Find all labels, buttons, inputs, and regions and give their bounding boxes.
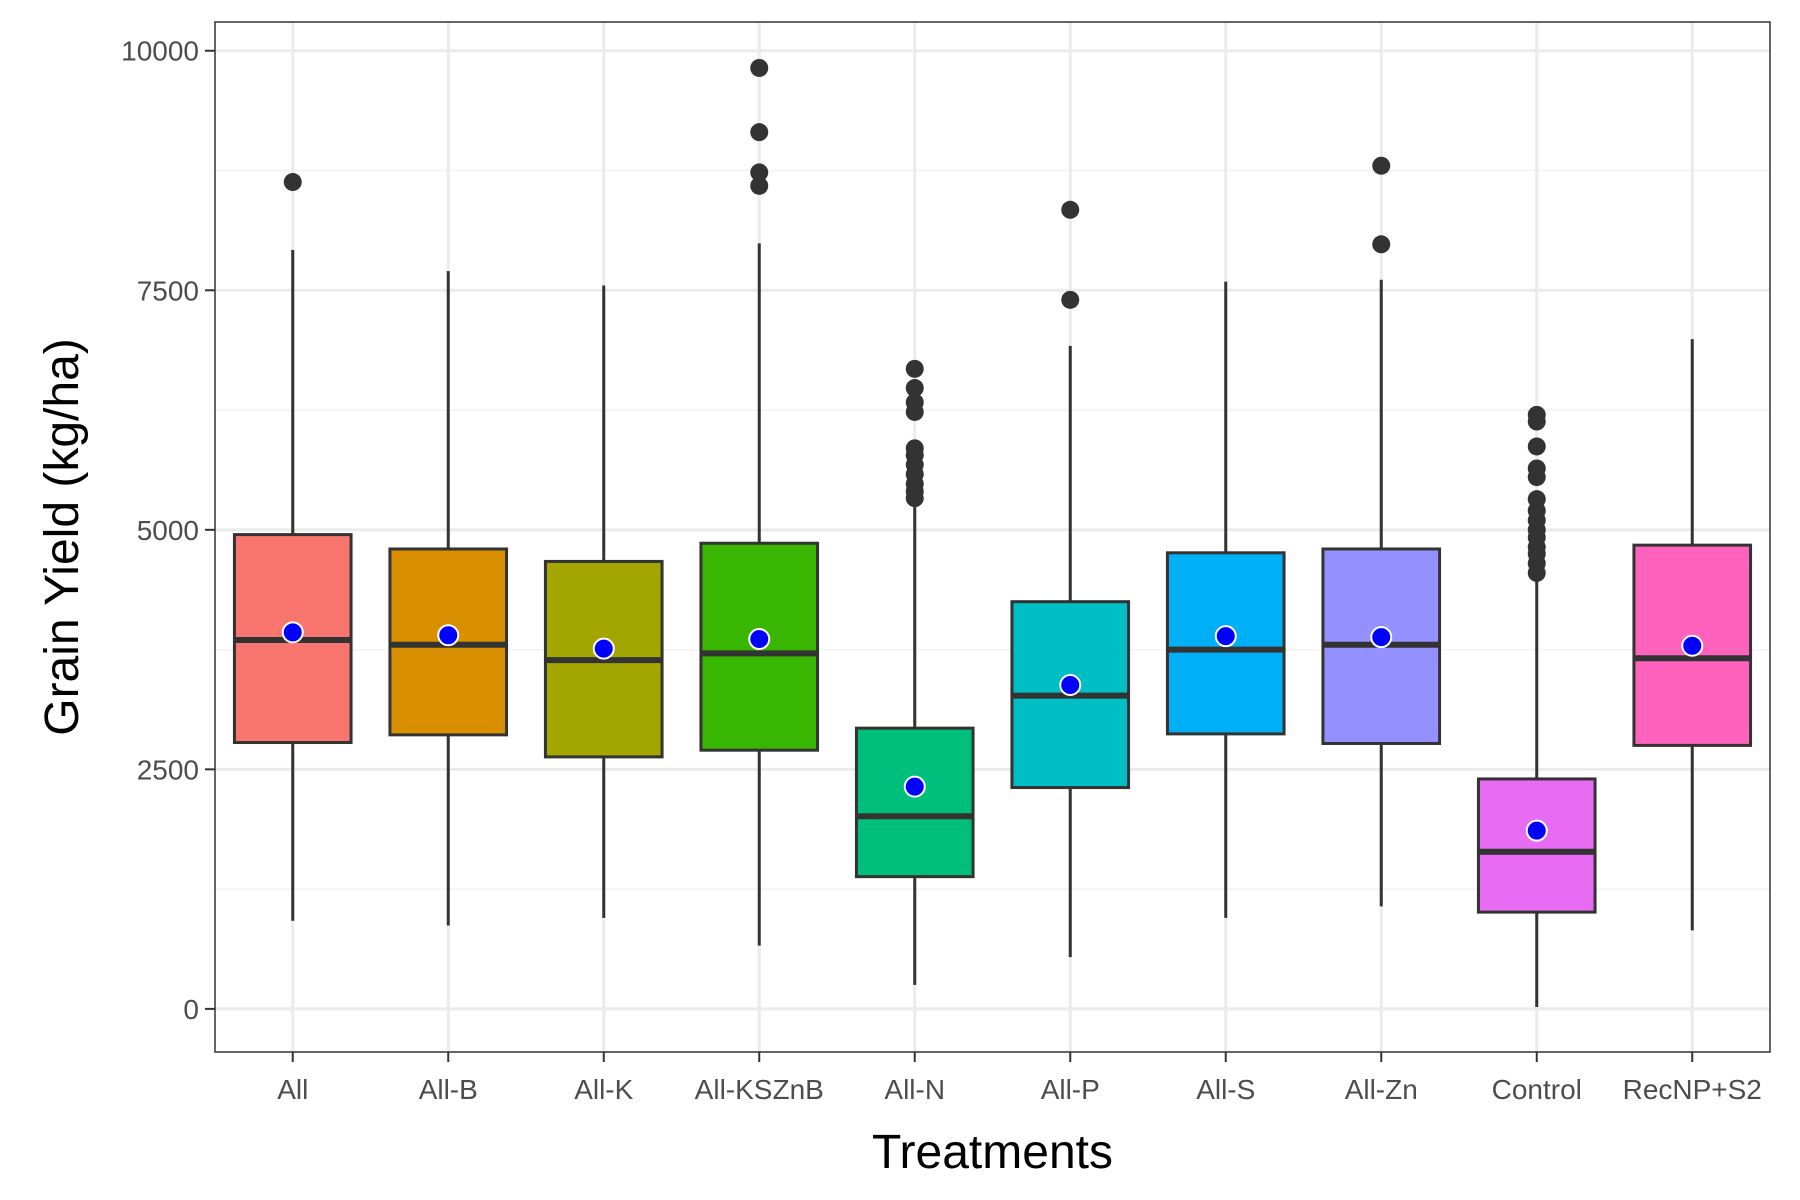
outlier-point xyxy=(1372,156,1391,175)
mean-point xyxy=(592,637,615,660)
outlier-point xyxy=(1527,490,1546,509)
x-tick-label: All-KSZnB xyxy=(695,1074,824,1105)
panel-border xyxy=(214,21,1771,1053)
y-tick-label: 0 xyxy=(183,994,199,1025)
mean-point xyxy=(1214,625,1237,648)
mean-point xyxy=(281,621,304,644)
outlier-point xyxy=(1527,459,1546,478)
x-tick-label: All-N xyxy=(884,1074,945,1105)
outlier-point xyxy=(905,393,924,412)
box-group xyxy=(232,173,353,921)
mean-point xyxy=(748,628,771,651)
outlier-point xyxy=(750,176,769,195)
x-tick-label: All-P xyxy=(1041,1074,1100,1105)
y-tick-label: 2500 xyxy=(137,754,199,785)
box-body xyxy=(854,726,975,879)
y-tick-label: 7500 xyxy=(137,275,199,306)
mean-point xyxy=(903,775,926,798)
outlier-point xyxy=(1527,405,1546,424)
x-axis: All All-B All-K All-KSZnB All-N All-P All-S All… xyxy=(277,1052,1762,1105)
outlier-point xyxy=(283,173,302,192)
outlier-point xyxy=(750,163,769,182)
outlier-point xyxy=(1061,290,1080,309)
x-tick-label: All-Zn xyxy=(1345,1074,1418,1105)
box-group xyxy=(543,285,664,918)
box-group xyxy=(699,58,820,946)
box-body xyxy=(1476,777,1597,914)
mean-point xyxy=(1525,819,1548,842)
y-tick-label: 10000 xyxy=(121,36,199,67)
outlier-point xyxy=(750,123,769,142)
outlier-point xyxy=(750,58,769,77)
outlier-point xyxy=(1061,200,1080,219)
mean-point xyxy=(1059,674,1082,697)
mean-point xyxy=(437,624,460,647)
x-axis-title: Treatments xyxy=(872,1126,1113,1179)
y-axis: 0 2500 5000 7500 10000 xyxy=(121,36,215,1025)
outlier-point xyxy=(1372,235,1391,254)
box-group xyxy=(1165,281,1286,918)
boxes xyxy=(232,58,1753,1007)
x-tick-label: All xyxy=(277,1074,308,1105)
x-tick-label: Control xyxy=(1492,1074,1582,1105)
mean-point xyxy=(1370,626,1393,649)
y-axis-title: Grain Yield (kg/ha) xyxy=(36,338,89,736)
box-group xyxy=(1010,200,1131,958)
x-tick-label: RecNP+S2 xyxy=(1623,1074,1762,1105)
x-tick-label: All-B xyxy=(419,1074,478,1105)
mean-point xyxy=(1681,634,1704,657)
box-group xyxy=(854,359,975,985)
y-tick-label: 5000 xyxy=(137,515,199,546)
outlier-point xyxy=(1527,437,1546,456)
x-tick-label: All-S xyxy=(1196,1074,1255,1105)
outlier-point xyxy=(905,439,924,458)
outlier-point xyxy=(905,379,924,398)
x-tick-label: All-K xyxy=(574,1074,633,1105)
outlier-point xyxy=(905,359,924,378)
box-group xyxy=(388,271,509,926)
box-group xyxy=(1321,156,1442,907)
box-group xyxy=(1476,405,1597,1007)
box-group xyxy=(1632,339,1753,931)
